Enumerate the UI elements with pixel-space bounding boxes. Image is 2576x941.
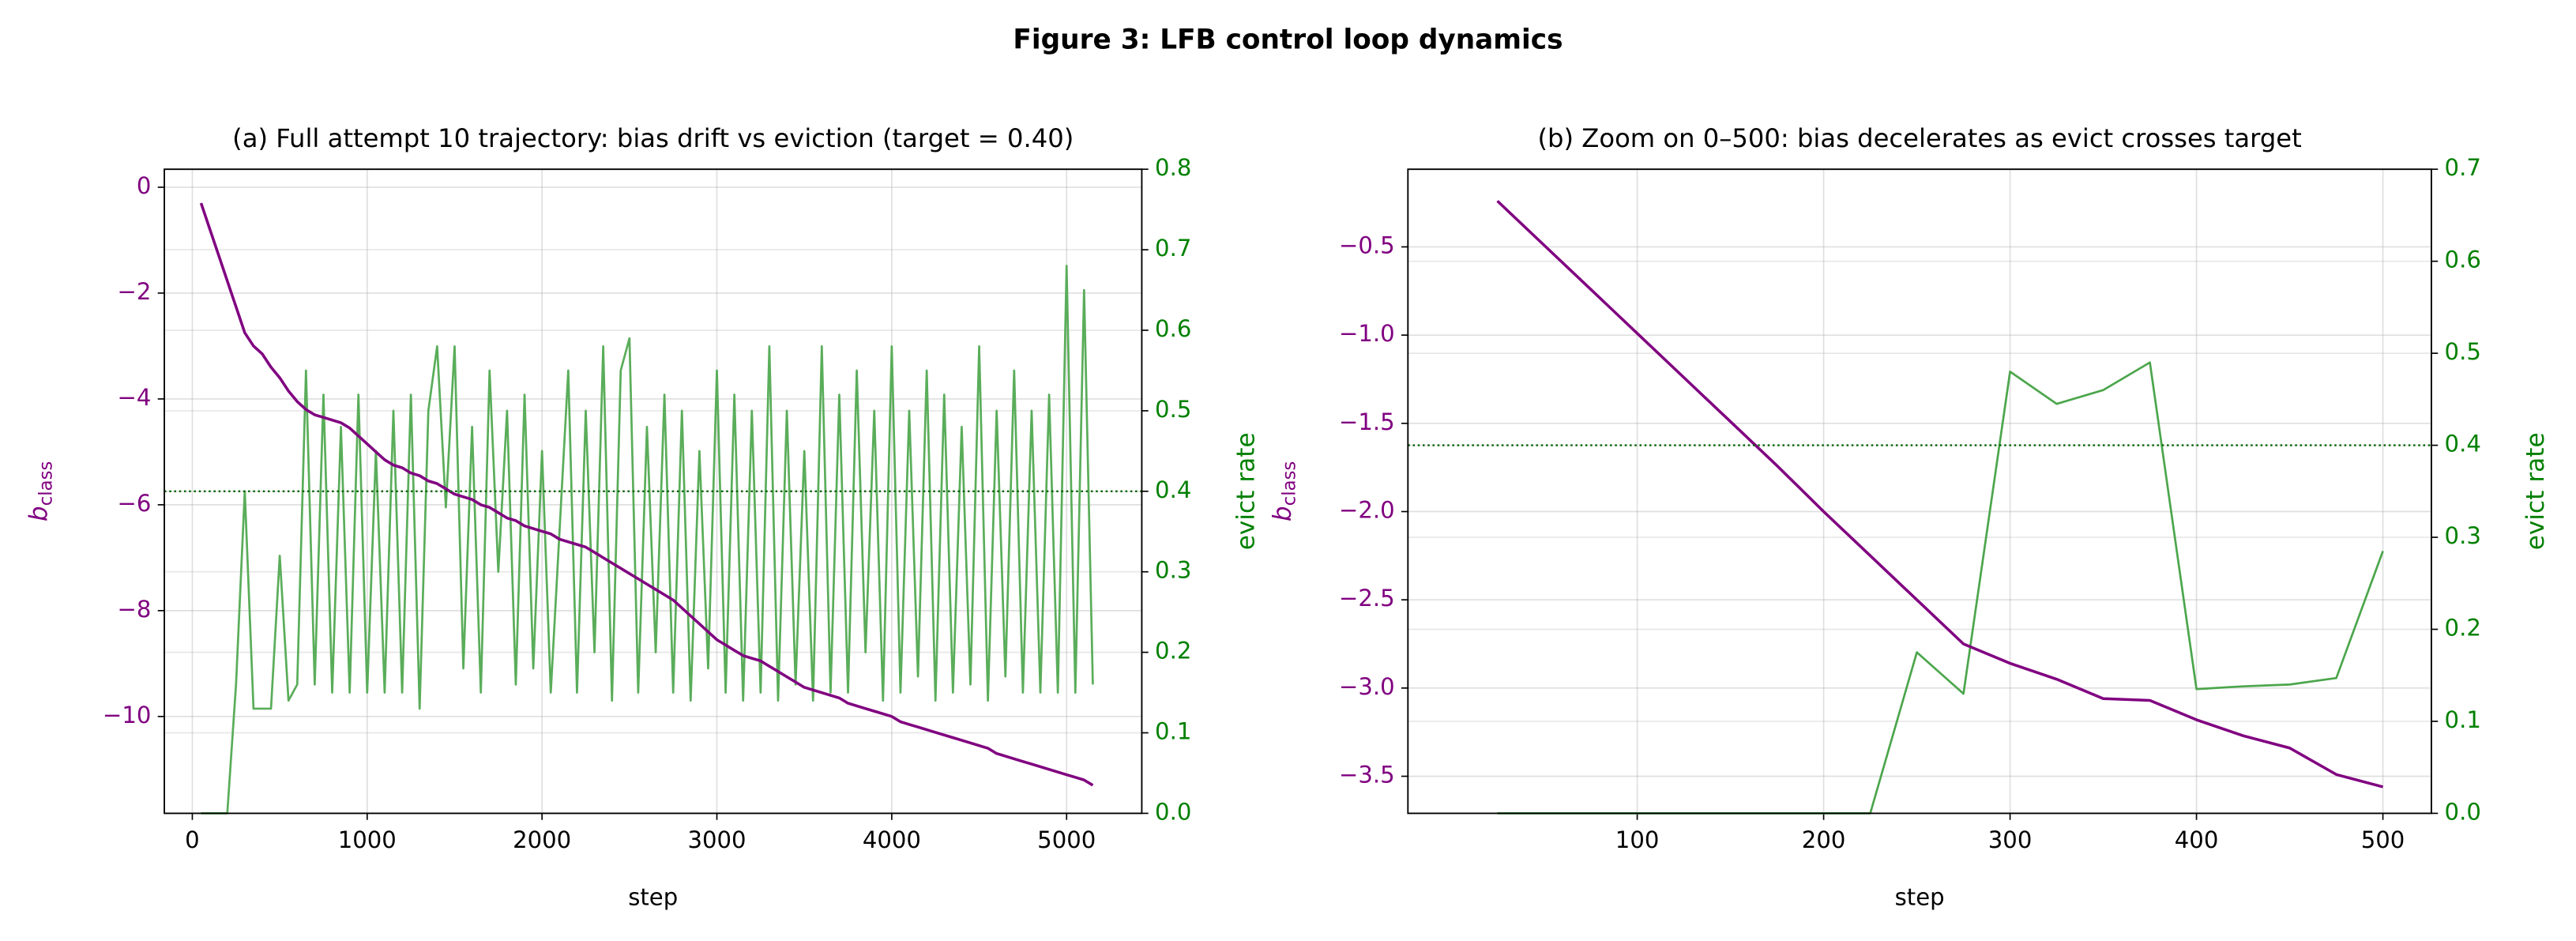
y2-tick-label: 0.4 [2445,431,2481,457]
x-tick-label: 500 [2361,826,2405,853]
x-tick-label: 3000 [687,826,746,853]
y-tick-label: −3.5 [1339,762,1395,789]
y2-tick-label: 0.3 [1155,557,1191,584]
y2-tick-label: 0.3 [2445,522,2481,549]
x-tick-label: 2000 [513,826,571,853]
x-tick-label: 5000 [1037,826,1096,853]
y-tick-label: −6 [117,490,151,517]
y-tick-label: −1.5 [1339,408,1395,435]
series-line [1497,361,2384,815]
y-tick-label: 0 [137,172,152,199]
axes-frame [164,168,1143,815]
y2-tick-label: 0.5 [2445,338,2481,365]
y-axis-label: bclass [24,461,56,522]
y2-tick-label: 0.6 [1155,315,1191,342]
figure-title: Figure 3: LFB control loop dynamics [1013,24,1563,55]
y2-tick-label: 0.1 [2445,706,2481,733]
y2-tick-label: 0.8 [1155,154,1191,181]
y2-axis-label: evict rate [2521,432,2550,550]
y-tick-label: −10 [103,702,151,728]
y2-tick-label: 0.0 [1155,798,1191,825]
x-axis-label: step [628,884,678,911]
y-axis-label-sub: class [36,461,56,506]
x-tick-label: 1000 [338,826,397,853]
axes-frame [1407,168,2432,815]
x-tick-label: 4000 [863,826,921,853]
y-axis-label-main: b [1268,506,1296,521]
y2-tick-label: 0.7 [1155,235,1191,262]
y2-tick-label: 0.1 [1155,718,1191,745]
y2-tick-label: 0.5 [1155,396,1191,423]
x-tick-label: 100 [1615,826,1660,853]
y-axis-label: bclass [1268,461,1299,522]
panel-title: (b) Zoom on 0–500: bias decelerates as e… [1537,123,2301,153]
series-line [201,265,1094,815]
y2-axis-label: evict rate [1232,432,1261,550]
y2-tick-label: 0.7 [2445,154,2481,181]
y-axis-label-main: b [24,506,53,521]
y2-tick-label: 0.2 [2445,614,2481,641]
series-line [199,202,1094,787]
panel: 100 200 300 400 500 −0.5 −1.0 −1.5 −2.0 −2.5 −3.0 −… [1268,123,2550,911]
y-tick-label: −8 [117,596,151,623]
y-tick-label: −0.5 [1339,231,1395,258]
y-tick-label: −4 [117,384,151,411]
x-tick-label: 400 [2175,826,2219,853]
y2-tick-label: 0.2 [1155,638,1191,664]
x-axis-label: step [1895,884,1945,911]
y2-tick-label: 0.6 [2445,247,2481,273]
y-tick-label: −2.0 [1339,496,1395,523]
y2-tick-label: 0.4 [1155,476,1191,503]
x-tick-label: 200 [1802,826,1846,853]
series-line [1496,200,2384,789]
y2-tick-label: 0.0 [2445,798,2481,825]
panel: 0 1000 2000 3000 4000 5000 0 −2 −4 −6 −8 −10 0.0 0.1 0… [24,123,1261,911]
y-tick-label: −2.5 [1339,585,1395,612]
x-tick-label: 0 [185,826,200,853]
y-axis-label-sub: class [1279,461,1299,506]
x-tick-label: 300 [1988,826,2033,853]
y-tick-label: −1.0 [1339,320,1395,347]
y-tick-label: −2 [117,278,151,305]
y-tick-label: −3.0 [1339,673,1395,700]
panel-title: (a) Full attempt 10 trajectory: bias dri… [232,123,1074,153]
